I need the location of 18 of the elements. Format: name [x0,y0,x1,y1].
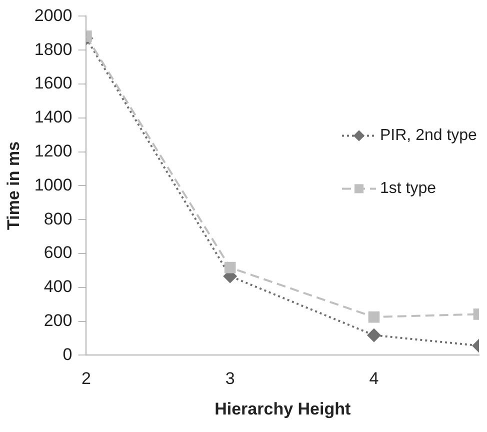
x-tick-label: 2 [81,369,91,388]
x-tick-label: 3 [225,369,235,388]
y-tick-label: 0 [62,344,72,364]
legend-label: PIR, 2nd type [380,127,478,144]
y-tick-label: 400 [44,277,72,296]
y-axis-title: Time in ms [4,141,23,230]
x-tick-label: 4 [369,369,379,388]
legend-label: 1st type [380,180,436,198]
y-tick-label: 600 [44,243,72,262]
x-axis-title: Hierarchy Height [214,399,351,418]
y-tick-label: 1000 [34,175,72,194]
y-tick-label: 1200 [34,141,72,160]
y-tick-label: 1400 [34,108,72,127]
y-tick-label: 1800 [34,40,72,59]
y-tick-label: 1600 [34,74,72,93]
y-tick-label: 200 [44,310,72,330]
y-tick-label: 2000 [34,6,72,25]
y-tick-label: 800 [44,209,72,228]
